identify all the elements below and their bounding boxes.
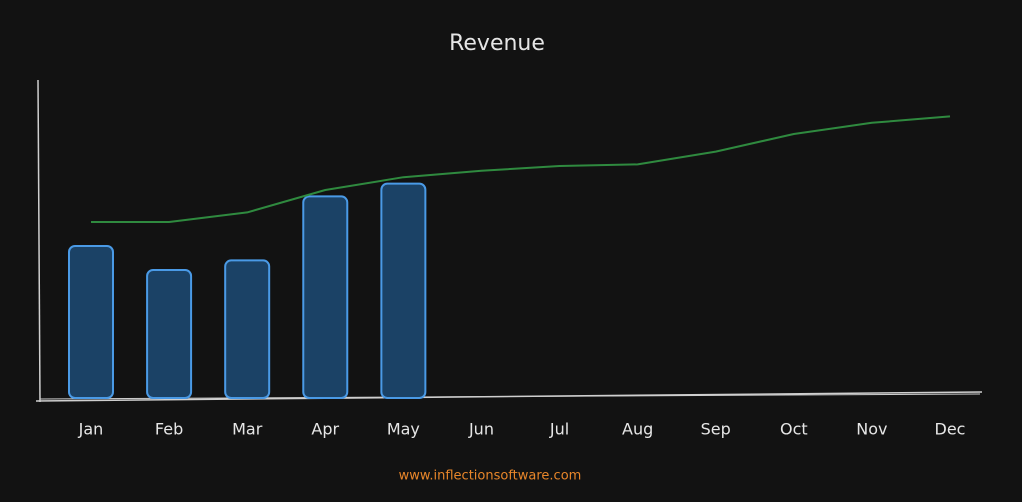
- bar: [224, 259, 271, 399]
- x-tick-label: Apr: [311, 420, 339, 439]
- x-tick-label: Sep: [701, 420, 731, 439]
- x-tick-label: Aug: [622, 420, 653, 439]
- chart-title: Revenue: [449, 31, 545, 56]
- line: [91, 115, 951, 223]
- x-tick-label: Jul: [549, 420, 569, 439]
- x-tick-label: Nov: [856, 420, 887, 439]
- x-tick-label: May: [387, 420, 420, 439]
- y-axis: [37, 79, 41, 403]
- footer-link[interactable]: www.inflectionsoftware.com: [399, 469, 582, 484]
- x-tick-label: Feb: [155, 420, 183, 439]
- bar: [146, 269, 193, 399]
- x-axis: [39, 393, 981, 400]
- x-tick-label: Jan: [78, 420, 104, 439]
- bar: [68, 245, 114, 399]
- x-tick-label: Dec: [935, 420, 966, 439]
- x-tick-label: Oct: [780, 420, 808, 439]
- x-tick-label: Jun: [468, 420, 494, 439]
- bar: [302, 195, 349, 399]
- bar: [380, 182, 427, 399]
- x-tick-label: Mar: [232, 420, 263, 439]
